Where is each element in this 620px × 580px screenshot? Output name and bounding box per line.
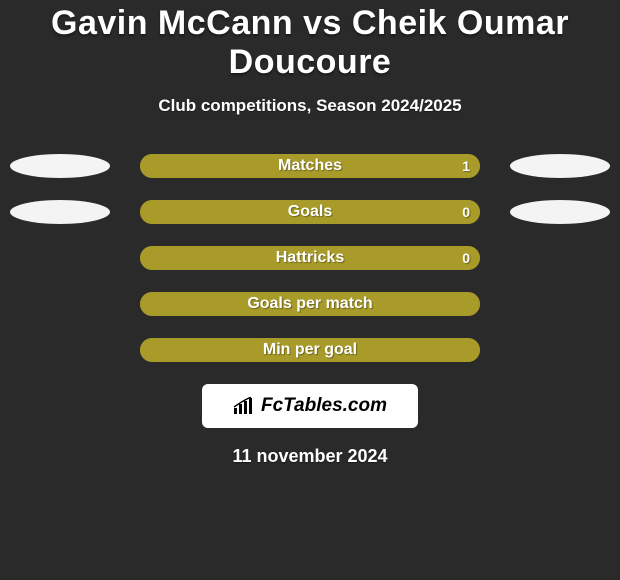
stat-label: Hattricks (140, 246, 480, 270)
stat-label: Min per goal (140, 338, 480, 362)
stat-bar: Goals0 (140, 200, 480, 224)
left-ellipse (10, 200, 110, 224)
bars-icon (233, 397, 255, 415)
stat-row: Matches1 (0, 154, 620, 178)
stat-value-right: 1 (462, 154, 470, 178)
logo-text: FcTables.com (261, 395, 387, 417)
stat-bar: Matches1 (140, 154, 480, 178)
stats-list: Matches1Goals0Hattricks0Goals per matchM… (0, 154, 620, 362)
stat-value-right: 0 (462, 200, 470, 224)
logo-inner: FcTables.com (233, 395, 387, 417)
right-ellipse (510, 154, 610, 178)
right-ellipse (510, 200, 610, 224)
page-title: Gavin McCann vs Cheik Oumar Doucoure (0, 4, 620, 82)
stat-row: Goals0 (0, 200, 620, 224)
date-text: 11 november 2024 (0, 446, 620, 467)
stat-row: Hattricks0 (0, 246, 620, 270)
subtitle: Club competitions, Season 2024/2025 (0, 96, 620, 116)
left-ellipse (10, 154, 110, 178)
stat-label: Goals per match (140, 292, 480, 316)
stat-value-right: 0 (462, 246, 470, 270)
stat-bar: Goals per match (140, 292, 480, 316)
stat-row: Goals per match (0, 292, 620, 316)
logo-badge: FcTables.com (202, 384, 418, 428)
stat-label: Goals (140, 200, 480, 224)
comparison-infographic: Gavin McCann vs Cheik Oumar Doucoure Clu… (0, 0, 620, 467)
stat-row: Min per goal (0, 338, 620, 362)
stat-label: Matches (140, 154, 480, 178)
stat-bar: Hattricks0 (140, 246, 480, 270)
stat-bar: Min per goal (140, 338, 480, 362)
